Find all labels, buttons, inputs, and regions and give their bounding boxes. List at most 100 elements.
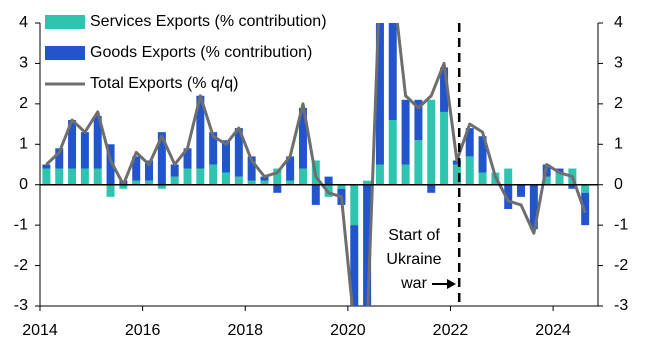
bar (209, 164, 218, 185)
annotation: Start of (388, 227, 440, 244)
bar (55, 168, 64, 185)
x-tick-label: 2014 (22, 322, 58, 339)
plot-area (42, 23, 590, 306)
bar (157, 132, 166, 185)
bar (440, 111, 449, 185)
bar (119, 184, 128, 189)
y2-tick-label: 3 (614, 55, 623, 72)
bar (42, 168, 51, 185)
legend-swatch (45, 15, 85, 29)
legend-label: Goods Exports (% contribution) (90, 44, 312, 61)
bar (80, 168, 89, 185)
bar (465, 128, 474, 157)
bar (555, 172, 564, 185)
bar (363, 180, 372, 185)
bar (132, 156, 141, 181)
bar (145, 180, 154, 185)
bar (581, 184, 590, 193)
x-tick-label: 2024 (535, 322, 571, 339)
bar (106, 144, 115, 185)
bar (555, 168, 564, 173)
bar (298, 168, 307, 185)
x-tick-label: 2018 (227, 322, 263, 339)
bar (350, 225, 359, 306)
bar (478, 172, 487, 185)
bar (68, 168, 77, 185)
bar (452, 160, 461, 165)
y-tick-label: -1 (14, 216, 28, 233)
x-tick-label: 2022 (433, 322, 469, 339)
bar (234, 176, 243, 185)
y2-tick-label: 1 (614, 136, 623, 153)
line (45, 23, 587, 306)
bar (80, 132, 89, 169)
bar (465, 156, 474, 185)
bar (170, 164, 179, 177)
y2-tick-label: 4 (614, 14, 623, 31)
y-tick-label: -3 (14, 297, 28, 314)
x-tick-label: 2016 (125, 322, 161, 339)
bar (324, 176, 333, 185)
bar (504, 168, 513, 185)
bar (260, 180, 269, 185)
bar (273, 168, 282, 185)
annotation: war (400, 275, 427, 292)
bar (183, 148, 192, 169)
bar (440, 67, 449, 112)
bar (286, 180, 295, 185)
legend-label: Total Exports (% q/q) (90, 75, 239, 92)
bar (568, 184, 577, 189)
annotation-arrowhead (447, 279, 456, 289)
bar (93, 168, 102, 185)
bar (196, 95, 205, 169)
bar (170, 176, 179, 185)
bar (298, 107, 307, 169)
bar (414, 99, 423, 141)
bar (222, 140, 230, 173)
y2-tick-label: 0 (614, 176, 623, 193)
legend-swatch (45, 46, 85, 60)
bar (222, 172, 230, 185)
bar (478, 136, 487, 173)
bar (517, 184, 526, 197)
bar (375, 164, 384, 185)
y-tick-label: 4 (19, 14, 28, 31)
bar (42, 164, 51, 169)
y2-tick-label: -3 (614, 297, 628, 314)
y2-tick-label: 2 (614, 95, 623, 112)
y-tick-label: 2 (19, 95, 28, 112)
bar (414, 140, 423, 185)
bar (401, 164, 410, 185)
legend-label: Services Exports (% contribution) (90, 13, 327, 30)
bar (106, 184, 115, 197)
bar (196, 168, 205, 185)
y2-tick-label: -2 (614, 257, 628, 274)
bar (427, 184, 436, 193)
annotation: Ukraine (386, 251, 441, 268)
bar (452, 164, 461, 185)
bar (375, 23, 384, 165)
bar (388, 120, 397, 185)
bar (504, 184, 513, 209)
bar (337, 184, 346, 189)
bar (401, 99, 410, 165)
bar (234, 128, 243, 177)
y-tick-label: -2 (14, 257, 28, 274)
bar (183, 168, 192, 185)
bar (350, 184, 359, 226)
bar (93, 115, 102, 169)
bar (286, 156, 295, 181)
bar (247, 180, 256, 185)
bar (542, 176, 551, 185)
x-tick-label: 2020 (330, 322, 366, 339)
y2-tick-label: -1 (614, 216, 628, 233)
bar (363, 184, 372, 306)
bar (132, 180, 141, 185)
bar (145, 160, 154, 181)
bar (388, 23, 397, 121)
bar (55, 148, 64, 169)
bar (273, 184, 282, 193)
bar (157, 184, 166, 189)
y-tick-label: 1 (19, 136, 28, 153)
